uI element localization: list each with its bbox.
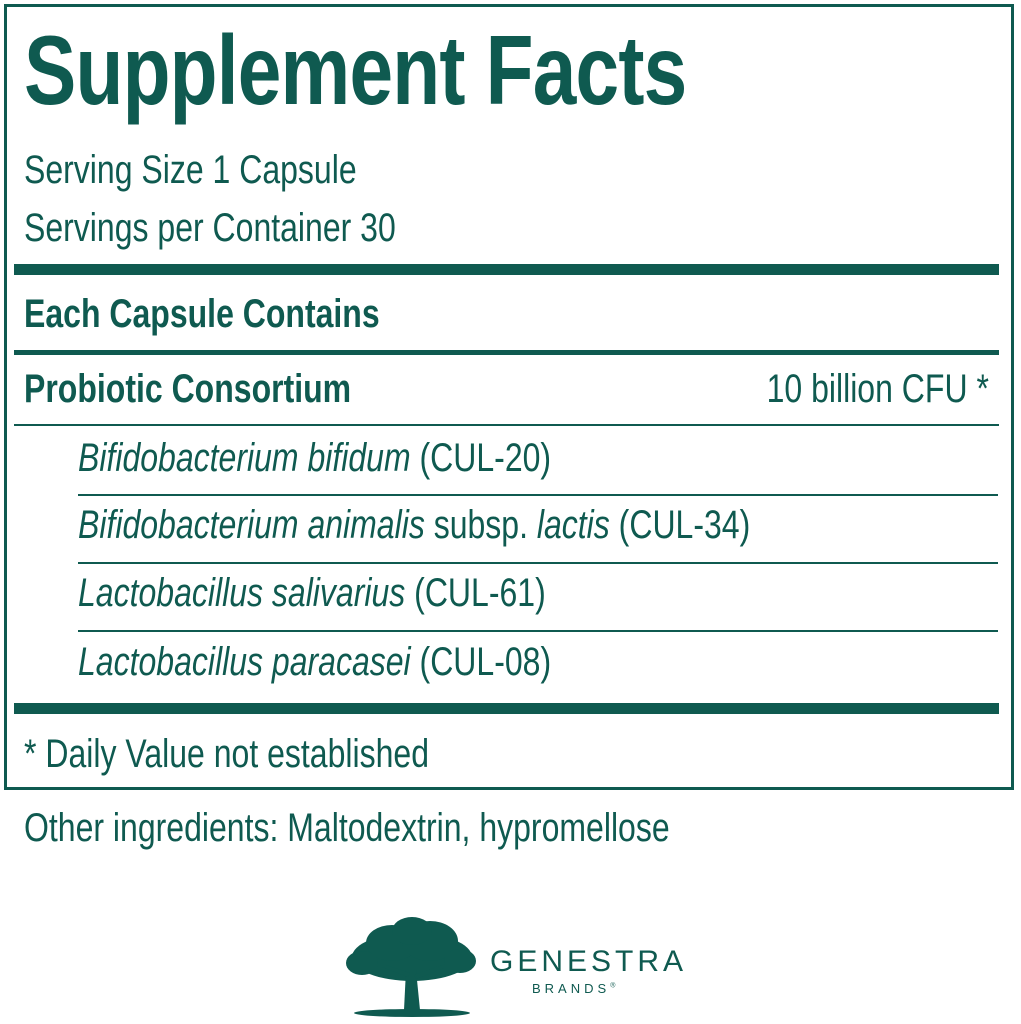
page-title: Supplement Facts (24, 15, 687, 125)
strain-code: subsp. (424, 503, 537, 547)
serving-size: Serving Size 1 Capsule (24, 148, 357, 192)
strain-code: (CUL-61) (405, 571, 546, 615)
thick-divider (14, 703, 999, 714)
strain-row: Bifidobacterium bifidum (CUL-20) (78, 436, 551, 481)
strain-row: Lactobacillus paracasei (CUL-08) (78, 640, 551, 685)
ingredient-amount: 10 billion CFU * (766, 367, 989, 411)
strain-code: (CUL-08) (410, 640, 552, 684)
strain-code: (CUL-20) (410, 436, 552, 480)
genestra-logo: GENESTRA BRANDS® (342, 915, 683, 1023)
strain-row: Lactobacillus salivarius (CUL-61) (78, 571, 546, 616)
section-header: Each Capsule Contains (24, 292, 380, 336)
strain-species: lactis (536, 503, 610, 547)
strain-species: Lactobacillus paracasei (78, 640, 411, 684)
medium-divider (14, 350, 999, 355)
thin-divider (78, 630, 998, 632)
strain-species: Bifidobacterium bifidum (78, 436, 411, 480)
ingredient-name: Probiotic Consortium (24, 367, 352, 411)
strain-row: Bifidobacterium animalis subsp. lactis (… (78, 503, 750, 548)
thick-divider (14, 264, 999, 275)
brand-sub: BRANDS® (532, 981, 615, 996)
strain-species: Lactobacillus salivarius (78, 571, 406, 615)
servings-per-container: Servings per Container 30 (24, 206, 396, 250)
strain-species: Bifidobacterium animalis (78, 503, 425, 547)
thin-divider (78, 494, 998, 496)
tree-icon (346, 917, 476, 1017)
brand-sub-text: BRANDS (532, 981, 611, 996)
registered-mark: ® (610, 982, 616, 990)
thin-divider (14, 424, 999, 426)
footnote: * Daily Value not established (24, 732, 429, 776)
supplement-facts-panel (4, 4, 1014, 790)
brand-name: GENESTRA (490, 945, 688, 978)
other-ingredients: Other ingredients: Maltodextrin, hyprome… (24, 806, 670, 850)
strain-code: (CUL-34) (609, 503, 751, 547)
thin-divider (78, 562, 998, 564)
